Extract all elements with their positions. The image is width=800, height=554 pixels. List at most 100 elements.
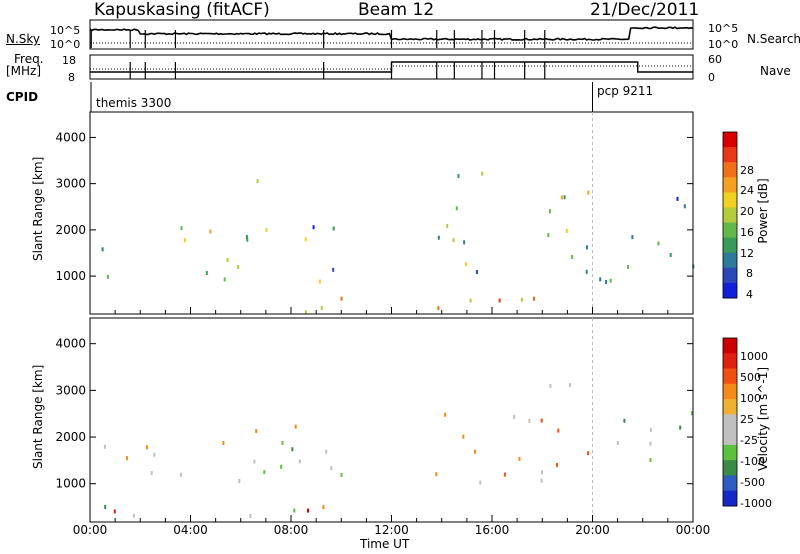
- velocity-cb-tick: -1000: [740, 497, 772, 510]
- velocity-echo-cell: [104, 505, 107, 509]
- power-echo-cell: [446, 224, 449, 228]
- velocity-echo-cell: [325, 449, 328, 454]
- power-echo-cell: [563, 195, 566, 200]
- power-echo-cell: [631, 235, 634, 240]
- power-echo-cell: [320, 305, 323, 310]
- power-echo-cell: [209, 229, 212, 234]
- power-echo-cell: [457, 174, 460, 179]
- velocity-echo-cell: [146, 445, 148, 450]
- velocity-echo-cell: [518, 456, 521, 461]
- velocity-echo-cell: [294, 424, 297, 429]
- power-echo-cell: [205, 271, 208, 275]
- power-echo-cell: [627, 265, 630, 269]
- velocity-colorbar-segment: [723, 475, 737, 492]
- velocity-echo-cell: [444, 412, 447, 417]
- power-colorbar-segment: [723, 282, 737, 299]
- time-tick-label: 04:00: [173, 523, 208, 537]
- velocity-colorbar-segment: [723, 429, 737, 446]
- velocity-cb-tick: -100: [740, 455, 765, 468]
- velocity-colorbar-segment: [723, 338, 737, 354]
- velocity-echo-cell: [249, 514, 252, 518]
- velocity-echo-cell: [503, 472, 506, 477]
- velocity-echo-cell: [150, 471, 153, 476]
- power-echo-cell: [609, 278, 612, 283]
- cpid-label: CPID: [6, 90, 39, 104]
- velocity-echo-cell: [569, 383, 571, 388]
- power-echo-cell: [463, 240, 466, 245]
- velocity-echo-cell: [222, 441, 225, 445]
- power-cb-tick: 20: [740, 205, 754, 218]
- power-echo-cell: [585, 269, 588, 274]
- velocity-echo-cell: [541, 470, 543, 475]
- velocity-echo-cell: [132, 513, 135, 518]
- power-colorbar-segment: [723, 192, 737, 208]
- velocity-echo-cell: [340, 472, 343, 477]
- power-echo-cell: [223, 277, 226, 282]
- power-echo-cell: [106, 274, 109, 279]
- velocity-panel-frame: [89, 317, 694, 523]
- power-echo-cell: [304, 237, 307, 242]
- velocity-cb-tick: 25: [740, 413, 754, 426]
- power-echo-cell: [236, 265, 239, 269]
- velocity-echo-cell: [253, 459, 256, 464]
- velocity-echo-cell: [528, 419, 531, 423]
- power-colorbar-segment: [723, 222, 737, 239]
- velocity-echo-cell: [180, 472, 182, 477]
- velocity-colorbar-frame: [722, 337, 738, 507]
- power-echo-cell: [256, 179, 259, 184]
- velocity-echo-cell: [479, 480, 482, 485]
- cpid-mode-2: pcp 9211: [597, 84, 654, 98]
- time-tick-label: 12:00: [374, 523, 409, 537]
- power-echo-cell: [520, 297, 523, 302]
- velocity-echo-cell: [263, 470, 266, 475]
- nave-tick-top: 60: [708, 53, 722, 66]
- velocity-echo-cell: [556, 462, 558, 467]
- power-echo-cell: [669, 253, 672, 257]
- velocity-colorbar-segment: [723, 460, 737, 476]
- velocity-echo-cell: [691, 411, 694, 416]
- station-title: Kapuskasing (fitACF): [94, 0, 270, 20]
- power-colorbar-segment: [723, 237, 737, 254]
- freq-tick-bottom: 8: [68, 71, 75, 84]
- velocity-echo-cell: [540, 478, 543, 483]
- power-echo-cell: [475, 270, 478, 274]
- velocity-echo-cell: [649, 458, 652, 463]
- power-echo-cell: [469, 298, 472, 303]
- power-echo-cell: [226, 258, 229, 262]
- velocity-echo-cell: [293, 508, 296, 513]
- power-cb-tick: 16: [740, 226, 754, 239]
- freq-tick-top: 18: [62, 54, 76, 67]
- power-echo-cell: [332, 226, 335, 231]
- velocity-echo-cell: [679, 425, 682, 430]
- velocity-echo-cell: [280, 464, 283, 469]
- velocity-cb-tick: -500: [740, 476, 765, 489]
- power-cb-tick: 4: [746, 288, 753, 301]
- noise-strip-frame: [89, 19, 694, 50]
- power-echo-cell: [481, 171, 484, 176]
- nave-tick-bottom: 0: [708, 71, 715, 84]
- velocity-cb-tick: 500: [740, 371, 761, 384]
- nsearch-label: N.Search: [747, 32, 800, 46]
- velocity-ytick-label: 3000: [55, 383, 86, 397]
- nsky-label: N.Sky: [6, 32, 41, 46]
- time-tick-label: 00:00: [73, 523, 108, 537]
- cpid-mode-1: themis 3300: [96, 96, 172, 110]
- velocity-echo-cell: [549, 383, 552, 388]
- velocity-echo-cell: [513, 414, 516, 419]
- power-echo-cell: [245, 234, 248, 239]
- power-ytick-label: 4000: [55, 130, 86, 144]
- power-echo-cell: [657, 241, 660, 246]
- power-echo-cell: [437, 235, 440, 240]
- power-colorbar-segment: [723, 177, 737, 193]
- freq-label-line2: [MHz]: [6, 64, 42, 78]
- velocity-echo-cell: [474, 449, 476, 454]
- noise-left-tick-top: 10^5: [50, 24, 81, 37]
- velocity-echo-cell: [103, 444, 106, 449]
- power-ytick-label: 3000: [55, 177, 86, 191]
- power-echo-cell: [571, 255, 574, 259]
- power-echo-cell: [586, 245, 588, 250]
- power-echo-cell: [312, 225, 315, 230]
- power-colorbar-segment: [723, 132, 737, 148]
- time-tick-label: 08:00: [274, 523, 309, 537]
